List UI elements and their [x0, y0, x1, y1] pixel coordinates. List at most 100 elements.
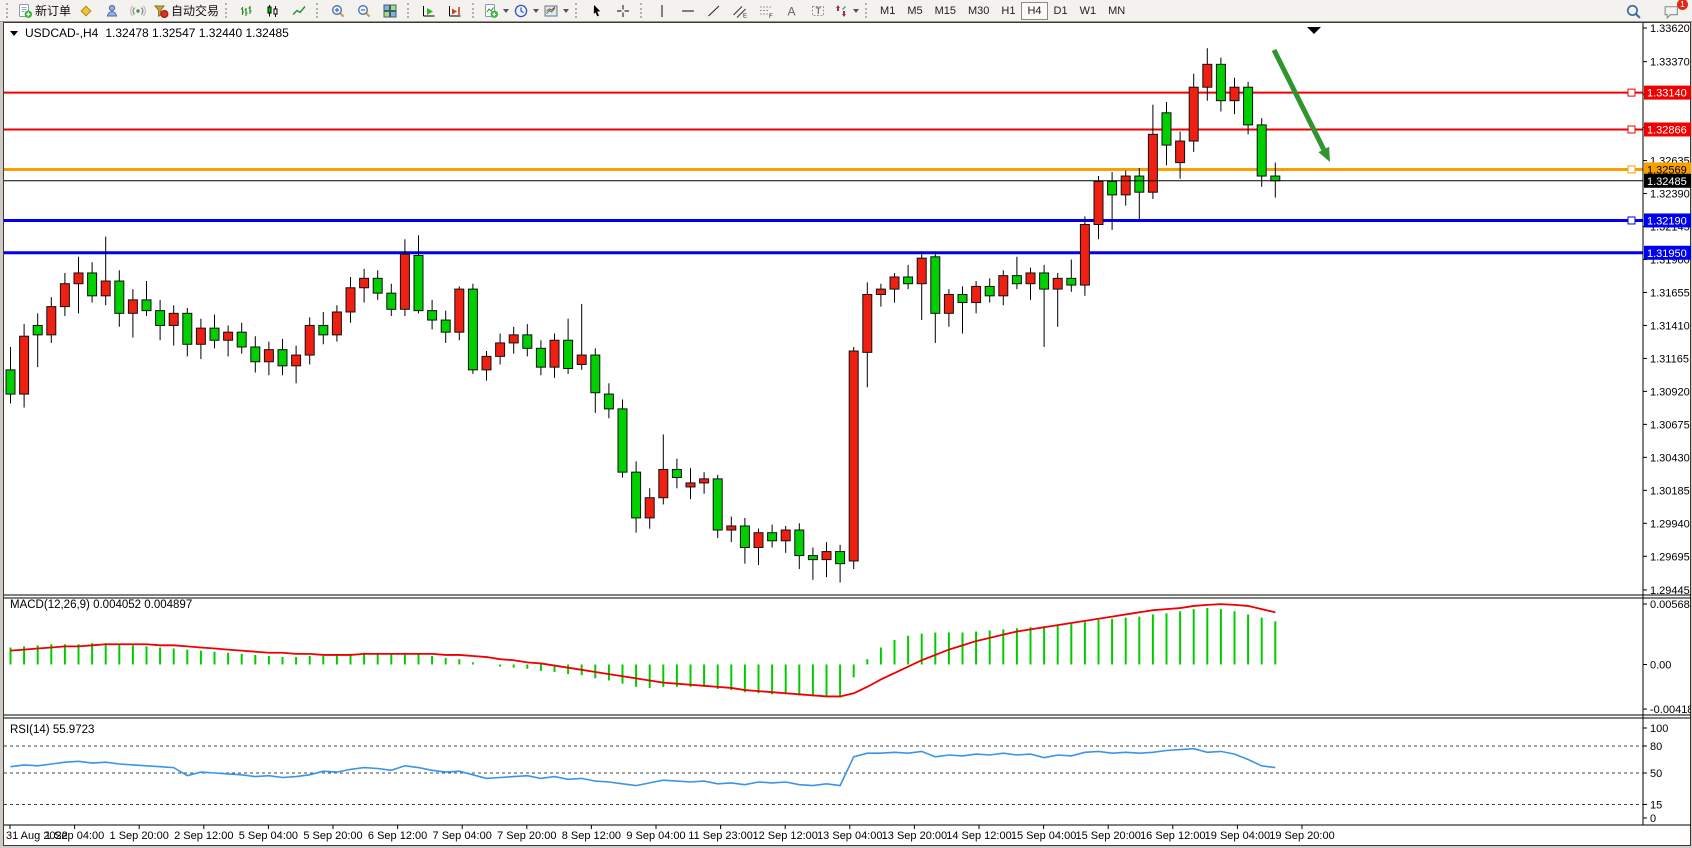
crosshair-button[interactable] [610, 1, 636, 21]
line-handle[interactable] [1627, 165, 1636, 174]
candle [399, 253, 410, 310]
candle [971, 285, 982, 304]
profiles-button[interactable] [99, 1, 125, 21]
candle [359, 277, 370, 289]
timeframe-button-D1[interactable]: D1 [1053, 4, 1068, 17]
fibonacci-button[interactable]: F [753, 1, 779, 21]
new-order-button[interactable]: 新订单 [15, 1, 73, 21]
toolbar-grip[interactable] [575, 3, 580, 18]
zoom-out-button[interactable] [351, 1, 377, 21]
candle [427, 310, 438, 321]
autotrade-button[interactable]: 自动交易 [151, 1, 221, 21]
timeframe-button-H1[interactable]: H1 [1001, 4, 1016, 17]
auto-scroll-icon [421, 3, 437, 19]
candle [957, 293, 968, 304]
price-axis: 1.336201.333701.331251.328801.326351.323… [1643, 23, 1690, 597]
candle [1161, 112, 1172, 146]
svg-text:15 Sep 20:00: 15 Sep 20:00 [1075, 830, 1140, 842]
timeframe-button-M30[interactable]: M30 [968, 4, 990, 17]
equidistant-channel-button[interactable]: E [727, 1, 753, 21]
toolbar-grip[interactable] [472, 3, 477, 18]
horizontal-line-icon [680, 3, 696, 19]
timeframe-button-W1[interactable]: W1 [1079, 4, 1097, 17]
timeframe-button-M1[interactable]: M1 [880, 4, 896, 17]
candles-chart-button[interactable] [260, 1, 286, 21]
line-handle[interactable] [1627, 88, 1636, 97]
bars-chart-button[interactable] [234, 1, 260, 21]
svg-text:1.32866: 1.32866 [1647, 124, 1687, 136]
cursor-button[interactable] [584, 1, 610, 21]
timeframe-button-MN[interactable]: MN [1108, 4, 1126, 17]
collapse-icon[interactable] [10, 30, 18, 36]
timeframe-button-H4[interactable]: H4 [1021, 1, 1048, 20]
svg-text:5 Sep 20:00: 5 Sep 20:00 [303, 830, 362, 842]
candle [631, 471, 642, 519]
svg-text:1.32569: 1.32569 [1647, 164, 1687, 176]
svg-text:1.33370: 1.33370 [1650, 57, 1690, 69]
horizontal-lines[interactable] [4, 91, 1643, 255]
toolbar-grip[interactable] [640, 3, 645, 18]
toolbar-grip[interactable] [865, 3, 870, 18]
market-watch-button[interactable] [73, 1, 99, 21]
toolbar-grip[interactable] [407, 3, 412, 18]
indicators-button[interactable] [481, 1, 511, 21]
chart-shift-marker[interactable] [1307, 27, 1321, 34]
chart-window[interactable]: USDCAD-,H4 1.32478 1.32547 1.32440 1.324… [3, 22, 1691, 846]
svg-text:1.29445: 1.29445 [1650, 585, 1690, 597]
candle [549, 339, 560, 368]
line-chart-button[interactable] [286, 1, 312, 21]
zoom-in-button[interactable] [325, 1, 351, 21]
svg-text:1.33620: 1.33620 [1650, 23, 1690, 35]
price-badges: 1.33140 1.32866 1.32569 1.32190 1.31950 1.324… [1644, 85, 1691, 260]
candle [331, 311, 342, 336]
line-handle[interactable] [1627, 216, 1636, 225]
svg-text:13 Sep 20:00: 13 Sep 20:00 [882, 830, 947, 842]
templates-icon [543, 3, 559, 19]
candle [5, 369, 16, 395]
chart-shift-button[interactable] [442, 1, 468, 21]
price-badge [1644, 122, 1691, 137]
line-handle[interactable] [1627, 125, 1636, 134]
candle [59, 283, 70, 308]
candle [875, 288, 886, 295]
toolbar-grip[interactable] [316, 3, 321, 18]
candle [821, 551, 832, 561]
signals-button[interactable] [125, 1, 151, 21]
candle [807, 555, 818, 561]
candle [141, 299, 152, 312]
candle [413, 254, 424, 312]
vertical-line-button[interactable] [649, 1, 675, 21]
candle [726, 525, 737, 531]
candle [1052, 277, 1063, 290]
periods-button[interactable] [511, 1, 541, 21]
templates-button[interactable] [541, 1, 571, 21]
arrow-annotation[interactable] [1271, 48, 1326, 151]
macd-label: MACD(12,26,9) 0.004052 0.004897 [10, 599, 193, 611]
text-label-button[interactable]: T [805, 1, 831, 21]
candle [454, 288, 465, 333]
toolbar-grip[interactable] [6, 3, 11, 18]
trendline-button[interactable] [701, 1, 727, 21]
auto-scroll-button[interactable] [416, 1, 442, 21]
rsi-line [10, 747, 1276, 787]
signals-icon [130, 3, 146, 19]
candle [1011, 275, 1022, 285]
arrows-button[interactable] [831, 1, 861, 21]
chart-canvas[interactable]: 1.336201.333701.331251.328801.326351.323… [4, 23, 1691, 845]
search-button[interactable] [1620, 1, 1646, 21]
candle [1079, 224, 1090, 286]
toolbar-grip[interactable] [225, 3, 230, 18]
zoom-out-icon [356, 3, 372, 19]
svg-text:11 Sep 23:00: 11 Sep 23:00 [688, 830, 753, 842]
text-button[interactable]: A [779, 1, 805, 21]
arrow-annotation-head[interactable] [1318, 146, 1330, 162]
horizontal-line-button[interactable] [675, 1, 701, 21]
timeframe-button-M15[interactable]: M15 [934, 4, 956, 17]
tile-windows-button[interactable] [377, 1, 403, 21]
arrows-icon [833, 3, 849, 19]
timeframe-button-M5[interactable]: M5 [907, 4, 923, 17]
notifications-button[interactable]: 1 [1658, 0, 1688, 21]
text-icon: A [784, 3, 800, 19]
svg-text:1.32190: 1.32190 [1647, 215, 1687, 227]
candle [848, 350, 859, 562]
